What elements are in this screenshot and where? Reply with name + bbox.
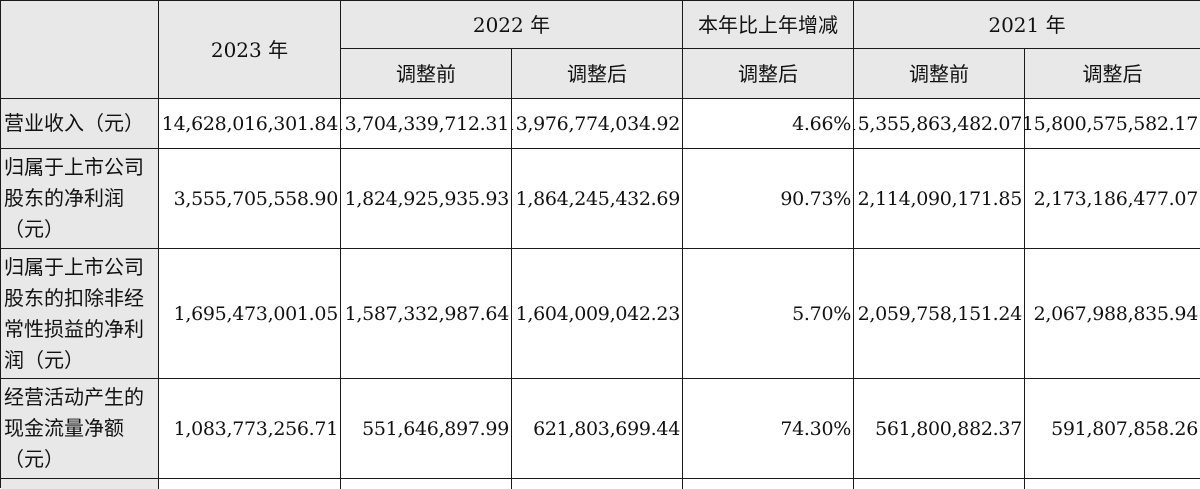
row-label-net-profit: 归属于上市公司股东的净利润（元）: [1, 149, 159, 249]
table-cell: 561,800,882.37: [854, 379, 1025, 479]
corner-cell: [1, 1, 159, 99]
header-2023: 2023 年: [159, 1, 341, 99]
table-cell: 621,803,699.44: [512, 379, 683, 479]
table-cell: 1,083,773,256.71: [159, 379, 341, 479]
table-cell: 3,555,705,558.90: [159, 149, 341, 249]
header-change-after: 调整后: [683, 49, 854, 99]
table-cell: 2,067,988,835.94: [1025, 249, 1200, 379]
table-cell: 1,587,332,987.64: [341, 249, 512, 379]
table-cell: [512, 479, 683, 489]
table-cell: [1025, 479, 1200, 489]
header-2021: 2021 年: [854, 1, 1200, 49]
table-cell: [854, 479, 1025, 489]
table-cell: 1,604,009,042.23: [512, 249, 683, 379]
row-label-revenue: 营业收入（元）: [1, 99, 159, 149]
row-label-text: 归属于上市公司股东的扣除非经常性损益的净利润（元）: [4, 254, 144, 372]
header-2021-before: 调整前: [854, 49, 1025, 99]
table-cell: 1,695,473,001.05: [159, 249, 341, 379]
table-cell: 15,800,575,582.17: [1025, 99, 1200, 149]
row-label-text: 营业收入（元）: [4, 111, 144, 135]
table-cell: 591,807,858.26: [1025, 379, 1200, 479]
table-cell: 1,864,245,432.69: [512, 149, 683, 249]
table-cell: [683, 479, 854, 489]
table-cell: 13,704,339,712.31: [341, 99, 512, 149]
table-cell: 5.70%: [683, 249, 854, 379]
header-2021-after: 调整后: [1025, 49, 1200, 99]
header-change: 本年比上年增减: [683, 1, 854, 49]
table-cell: [341, 479, 512, 489]
table-cell: [159, 479, 341, 489]
table-cell: 2,173,186,477.07: [1025, 149, 1200, 249]
table-cell: 15,355,863,482.07: [854, 99, 1025, 149]
table-cell: 4.66%: [683, 99, 854, 149]
row-label-operating-cash-flow: 经营活动产生的现金流量净额（元）: [1, 379, 159, 479]
table-cell: 14,628,016,301.84: [159, 99, 341, 149]
row-label-net-profit-recurring: 归属于上市公司股东的扣除非经常性损益的净利润（元）: [1, 249, 159, 379]
row-label-cutoff: [1, 479, 159, 489]
header-2022-before: 调整前: [341, 49, 512, 99]
table-cell: 90.73%: [683, 149, 854, 249]
table-cell: 13,976,774,034.92: [512, 99, 683, 149]
header-2022-after: 调整后: [512, 49, 683, 99]
table-cell: 1,824,925,935.93: [341, 149, 512, 249]
table-cell: 2,114,090,171.85: [854, 149, 1025, 249]
table-cell: 2,059,758,151.24: [854, 249, 1025, 379]
row-label-text: 经营活动产生的现金流量净额（元）: [4, 385, 144, 471]
header-2022: 2022 年: [341, 1, 683, 49]
table-cell: 551,646,897.99: [341, 379, 512, 479]
row-label-text: 归属于上市公司股东的净利润（元）: [4, 155, 144, 241]
table-cell: 74.30%: [683, 379, 854, 479]
